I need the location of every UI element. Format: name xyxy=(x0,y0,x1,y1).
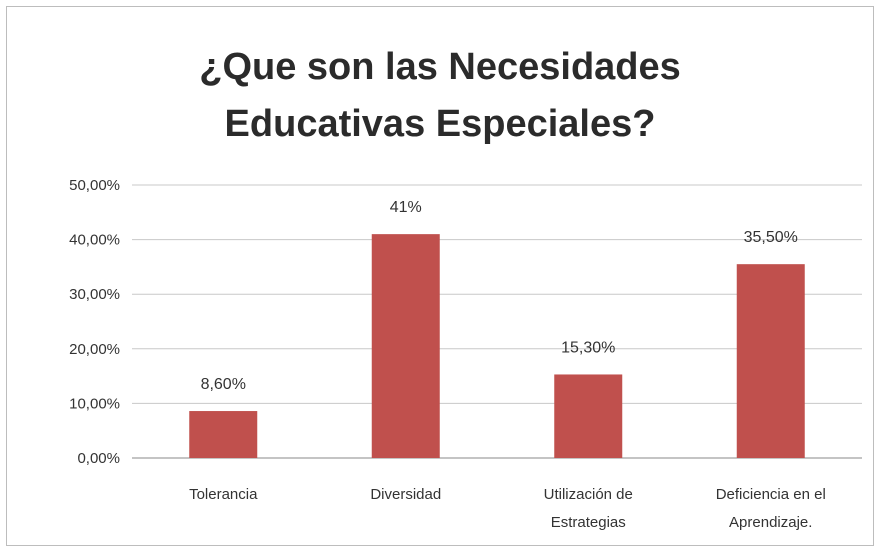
bar xyxy=(371,234,440,458)
data-labels: 8,60% 41% 15,30% 35,50% xyxy=(201,199,798,393)
category-label: Aprendizaje. xyxy=(729,514,812,531)
y-tick-label: 20,00% xyxy=(69,341,120,358)
category-label: Diversidad xyxy=(370,486,441,503)
chart-frame xyxy=(6,6,874,546)
data-label: 15,30% xyxy=(561,339,615,356)
category-label: Tolerancia xyxy=(189,486,258,503)
y-tick-label: 0,00% xyxy=(77,450,120,467)
x-axis-categories: Tolerancia Diversidad Utilización de Estrat… xyxy=(189,486,826,531)
category-label: Utilización de xyxy=(544,486,633,503)
data-label: 8,60% xyxy=(201,376,246,393)
data-label: 35,50% xyxy=(744,229,798,246)
data-label: 41% xyxy=(390,199,422,216)
y-tick-label: 40,00% xyxy=(69,232,120,249)
chart-title-line-1: ¿Que son las Necesidades xyxy=(199,46,681,88)
y-tick-label: 30,00% xyxy=(69,286,120,303)
bars xyxy=(189,234,805,458)
category-label: Estrategias xyxy=(551,514,626,531)
bar xyxy=(189,411,258,458)
y-tick-label: 50,00% xyxy=(69,177,120,194)
y-axis-ticks: 0,00% 10,00% 20,00% 30,00% 40,00% 50,00% xyxy=(69,177,120,467)
bar xyxy=(554,374,623,458)
bar xyxy=(736,264,805,458)
chart-title-line-2: Educativas Especiales? xyxy=(224,103,656,145)
category-label: Deficiencia en el xyxy=(716,486,826,503)
y-tick-label: 10,00% xyxy=(69,395,120,412)
